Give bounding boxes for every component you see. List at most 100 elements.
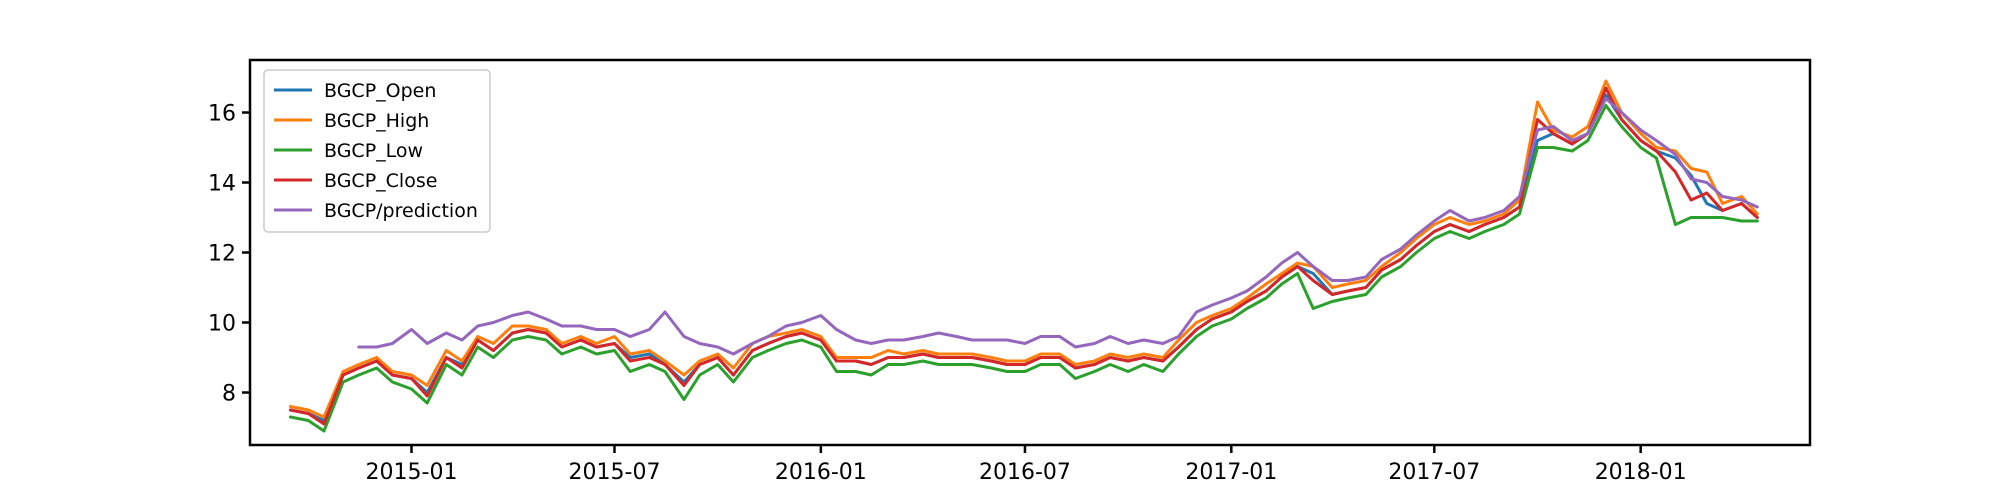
data-point bbox=[854, 370, 857, 373]
data-point bbox=[766, 342, 770, 345]
data-point bbox=[800, 328, 803, 331]
data-point bbox=[1571, 149, 1574, 153]
data-point bbox=[476, 324, 479, 328]
data-point bbox=[1502, 212, 1506, 216]
legend-label: BGCP_Low bbox=[324, 140, 423, 162]
data-point bbox=[1296, 251, 1299, 254]
data-point bbox=[902, 363, 905, 366]
data-point bbox=[1005, 338, 1009, 342]
data-point bbox=[1639, 128, 1642, 132]
data-point bbox=[902, 338, 905, 342]
data-point bbox=[663, 370, 667, 373]
data-point bbox=[854, 338, 857, 342]
data-point bbox=[648, 352, 651, 356]
data-point bbox=[460, 359, 464, 363]
legend-label: BGCP_High bbox=[324, 110, 429, 132]
data-point bbox=[716, 363, 719, 366]
data-point bbox=[1312, 279, 1315, 282]
data-point bbox=[682, 384, 686, 387]
data-point bbox=[1586, 132, 1590, 135]
data-point bbox=[511, 338, 514, 342]
legend-box bbox=[263, 69, 491, 233]
data-point bbox=[1142, 356, 1146, 359]
data-point bbox=[1721, 216, 1724, 219]
data-point bbox=[1312, 272, 1315, 275]
data-point bbox=[663, 363, 667, 366]
data-point bbox=[445, 349, 448, 352]
data-point bbox=[391, 370, 394, 373]
data-point bbox=[971, 338, 974, 342]
data-point bbox=[1655, 146, 1658, 149]
data-point bbox=[1058, 335, 1061, 338]
data-point bbox=[1039, 335, 1042, 338]
data-point bbox=[1399, 258, 1402, 261]
data-point bbox=[1536, 118, 1539, 121]
data-point bbox=[1023, 342, 1027, 345]
data-point bbox=[1161, 370, 1165, 373]
data-point bbox=[1142, 363, 1146, 366]
data-point bbox=[732, 366, 735, 370]
data-point bbox=[511, 324, 514, 328]
data-point bbox=[1433, 223, 1436, 226]
data-point bbox=[1467, 237, 1471, 240]
data-point bbox=[1639, 146, 1642, 149]
data-point bbox=[560, 345, 563, 349]
data-point bbox=[544, 331, 548, 335]
data-point bbox=[391, 380, 394, 384]
series-bgcp-close bbox=[288, 86, 1759, 426]
data-point bbox=[375, 356, 378, 359]
data-point bbox=[854, 359, 857, 363]
data-point bbox=[819, 335, 822, 338]
data-point bbox=[1364, 293, 1368, 296]
data-point bbox=[990, 359, 993, 363]
data-point bbox=[1161, 356, 1165, 359]
data-point bbox=[613, 335, 616, 338]
data-point bbox=[1005, 359, 1009, 363]
data-point bbox=[460, 338, 464, 342]
data-point bbox=[1674, 149, 1677, 153]
data-point bbox=[1502, 223, 1506, 226]
data-point bbox=[1674, 170, 1677, 174]
data-point bbox=[1195, 335, 1198, 338]
data-point bbox=[1039, 363, 1042, 366]
data-point bbox=[1380, 275, 1383, 279]
data-point bbox=[682, 398, 686, 401]
data-point bbox=[732, 352, 735, 356]
data-point bbox=[426, 401, 429, 405]
data-point bbox=[1705, 170, 1709, 174]
data-point bbox=[1433, 219, 1436, 223]
data-point bbox=[1740, 202, 1743, 205]
data-point bbox=[1230, 296, 1233, 300]
data-point bbox=[784, 335, 788, 338]
data-point bbox=[1364, 275, 1368, 279]
data-point bbox=[766, 349, 770, 352]
data-point bbox=[1552, 125, 1555, 128]
data-point bbox=[526, 324, 530, 328]
data-point bbox=[751, 356, 754, 359]
data-point bbox=[870, 363, 873, 366]
data-point bbox=[613, 342, 616, 345]
data-point bbox=[1689, 198, 1693, 202]
legend-label: BGCP_Open bbox=[324, 80, 436, 102]
data-point bbox=[1346, 296, 1350, 300]
data-point bbox=[870, 342, 873, 345]
data-point bbox=[375, 359, 378, 363]
data-point bbox=[937, 331, 940, 335]
data-point bbox=[1058, 363, 1061, 366]
data-point bbox=[460, 373, 464, 377]
data-point bbox=[1230, 310, 1233, 314]
data-point bbox=[1093, 370, 1096, 373]
data-point bbox=[1571, 142, 1574, 146]
y-tick-label: 16 bbox=[208, 102, 236, 127]
data-point bbox=[1620, 118, 1623, 121]
data-point bbox=[307, 419, 310, 422]
series-bgcp-prediction bbox=[357, 97, 1759, 356]
data-point bbox=[1380, 268, 1383, 272]
data-point bbox=[426, 342, 429, 345]
data-point bbox=[1280, 275, 1284, 279]
data-point bbox=[1536, 139, 1539, 142]
data-point bbox=[1415, 244, 1418, 247]
data-point bbox=[955, 356, 958, 359]
data-point bbox=[800, 321, 803, 324]
data-point bbox=[698, 373, 701, 377]
